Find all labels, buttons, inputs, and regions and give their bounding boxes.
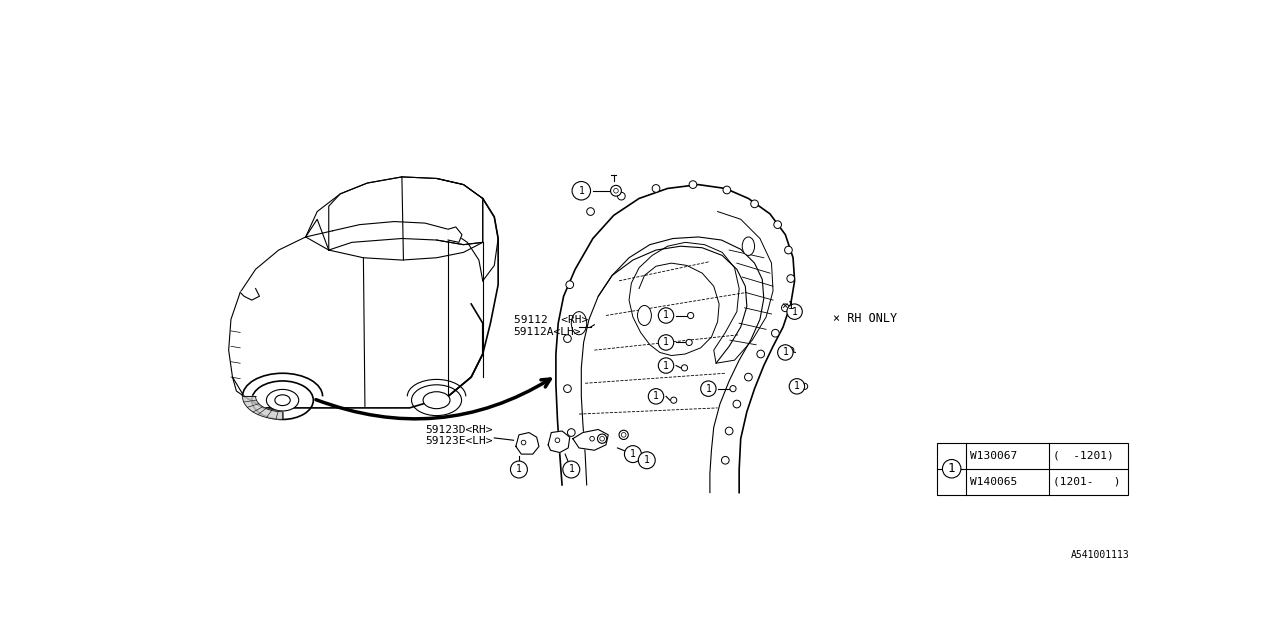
- Circle shape: [745, 373, 753, 381]
- Text: 1: 1: [644, 455, 650, 465]
- Text: (1201-   ): (1201- ): [1053, 477, 1121, 487]
- Circle shape: [785, 246, 792, 254]
- Text: 59123D<RH>: 59123D<RH>: [425, 424, 493, 435]
- Polygon shape: [573, 429, 608, 451]
- Circle shape: [942, 460, 961, 478]
- Text: 1: 1: [663, 337, 669, 348]
- Circle shape: [700, 381, 716, 396]
- Circle shape: [586, 208, 594, 216]
- Circle shape: [686, 339, 692, 346]
- Circle shape: [730, 385, 736, 392]
- Polygon shape: [242, 396, 283, 419]
- Circle shape: [787, 275, 795, 282]
- Text: W140065: W140065: [970, 477, 1018, 487]
- Bar: [937, 442, 1128, 495]
- Circle shape: [658, 358, 673, 373]
- Text: 1: 1: [948, 462, 955, 476]
- Circle shape: [572, 182, 590, 200]
- Circle shape: [733, 400, 741, 408]
- Ellipse shape: [637, 305, 652, 326]
- Polygon shape: [241, 289, 260, 300]
- Circle shape: [511, 461, 527, 478]
- Circle shape: [648, 388, 664, 404]
- Polygon shape: [329, 177, 483, 250]
- Circle shape: [801, 383, 808, 389]
- Circle shape: [639, 452, 655, 468]
- Circle shape: [611, 186, 621, 196]
- Circle shape: [567, 429, 575, 436]
- Ellipse shape: [266, 389, 298, 411]
- Text: 1: 1: [516, 465, 522, 474]
- Text: W130067: W130067: [970, 451, 1018, 461]
- Text: × RH ONLY: × RH ONLY: [833, 312, 897, 324]
- Text: A541001113: A541001113: [1071, 550, 1129, 561]
- Text: 1: 1: [794, 381, 800, 391]
- Circle shape: [658, 335, 673, 350]
- Circle shape: [726, 427, 733, 435]
- Circle shape: [620, 430, 628, 440]
- Text: 1: 1: [630, 449, 636, 459]
- Ellipse shape: [742, 237, 755, 255]
- Text: 1: 1: [568, 465, 575, 474]
- Circle shape: [787, 304, 803, 319]
- Circle shape: [772, 330, 780, 337]
- Text: 59112  <RH>: 59112 <RH>: [513, 315, 588, 325]
- Text: 1: 1: [782, 348, 788, 358]
- Text: 59112A<LH>: 59112A<LH>: [513, 327, 581, 337]
- Circle shape: [689, 180, 696, 188]
- Circle shape: [563, 335, 571, 342]
- Circle shape: [790, 379, 805, 394]
- Circle shape: [681, 365, 687, 371]
- Circle shape: [563, 385, 571, 392]
- Circle shape: [782, 304, 790, 312]
- Circle shape: [774, 221, 782, 228]
- Text: 1: 1: [653, 391, 659, 401]
- Text: (  -1201): ( -1201): [1053, 451, 1114, 461]
- Circle shape: [723, 186, 731, 194]
- Polygon shape: [448, 227, 462, 243]
- Ellipse shape: [571, 312, 586, 335]
- Text: ×1: ×1: [781, 301, 794, 311]
- Polygon shape: [516, 433, 539, 454]
- Text: 1: 1: [663, 310, 669, 321]
- Polygon shape: [436, 179, 483, 244]
- Circle shape: [652, 184, 660, 192]
- Circle shape: [756, 350, 764, 358]
- Text: 1: 1: [663, 360, 669, 371]
- Circle shape: [563, 461, 580, 478]
- Circle shape: [722, 456, 730, 464]
- Circle shape: [787, 347, 794, 353]
- Polygon shape: [548, 431, 570, 452]
- Circle shape: [778, 345, 794, 360]
- Circle shape: [750, 200, 759, 208]
- Circle shape: [598, 434, 607, 444]
- Text: 1: 1: [705, 383, 712, 394]
- Text: 1: 1: [791, 307, 797, 317]
- Circle shape: [617, 192, 625, 200]
- Ellipse shape: [424, 392, 451, 409]
- Text: 59123E<LH>: 59123E<LH>: [425, 436, 493, 446]
- Circle shape: [566, 281, 573, 289]
- Circle shape: [671, 397, 677, 403]
- Circle shape: [625, 445, 641, 463]
- Text: 1: 1: [579, 186, 584, 196]
- Circle shape: [658, 308, 673, 323]
- Circle shape: [687, 312, 694, 319]
